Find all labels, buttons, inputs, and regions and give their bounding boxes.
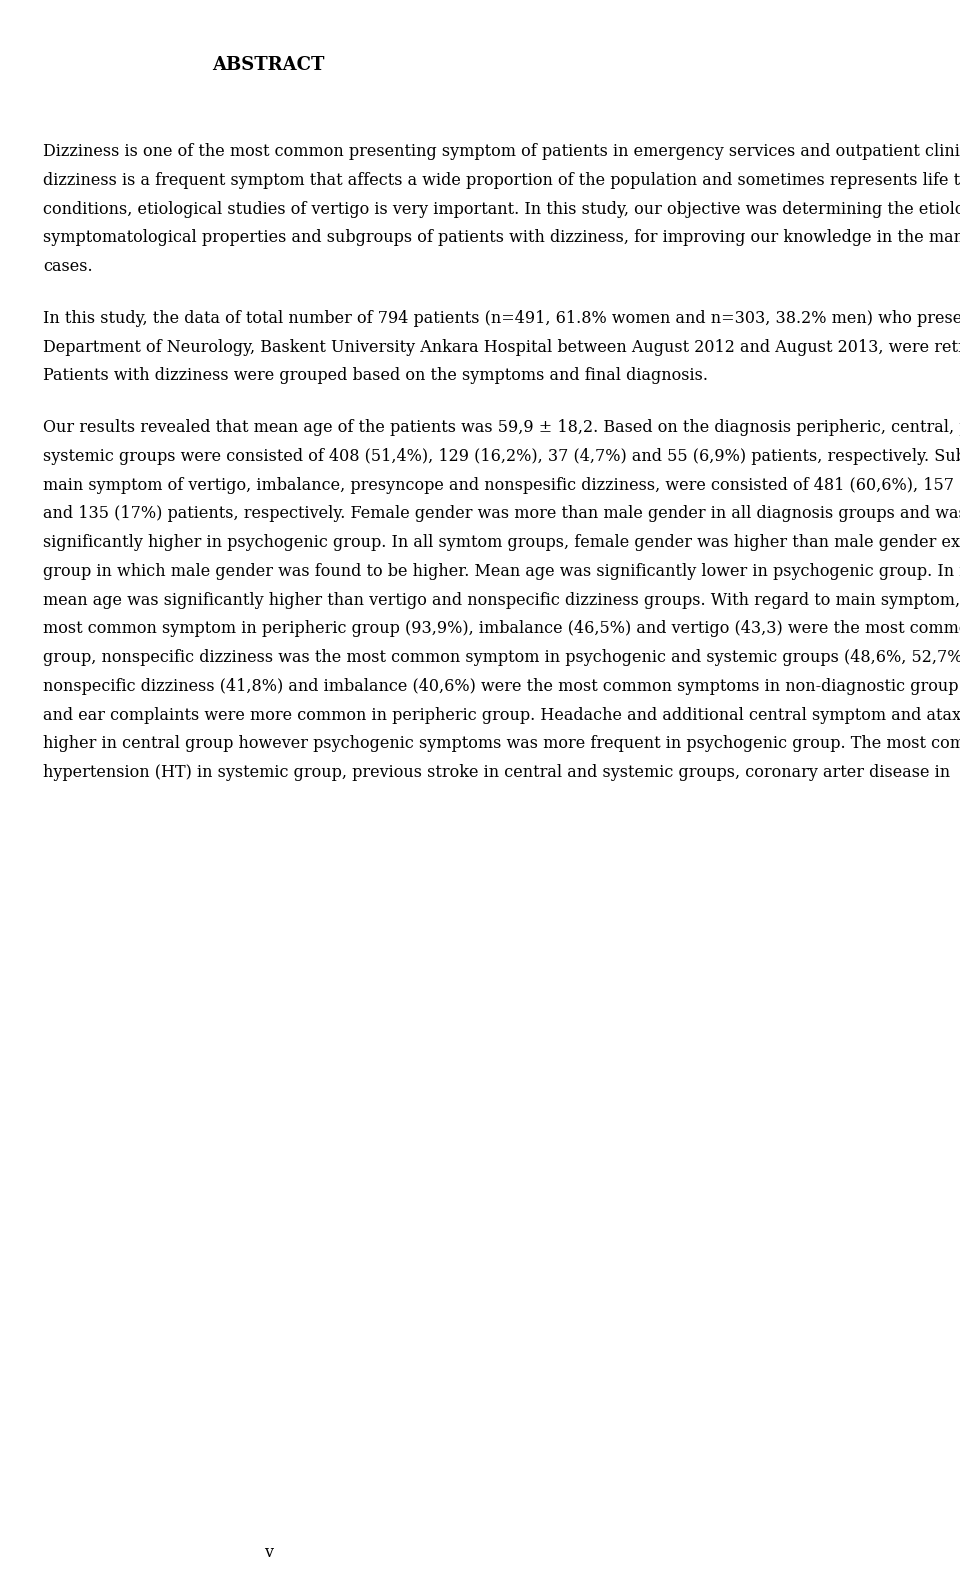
Text: group in which male gender was found to be higher. Mean age was significantly lo: group in which male gender was found to … xyxy=(43,563,960,580)
Text: dizziness is a frequent symptom that affects a wide proportion of the population: dizziness is a frequent symptom that aff… xyxy=(43,172,960,189)
Text: significantly higher in psychogenic group. In all symtom groups, female gender w: significantly higher in psychogenic grou… xyxy=(43,534,960,552)
Text: Dizziness is one of the most common presenting symptom of patients in emergency : Dizziness is one of the most common pres… xyxy=(43,143,960,161)
Text: cases.: cases. xyxy=(43,258,92,275)
Text: most common symptom in peripheric group (93,9%), imbalance (46,5%) and vertigo (: most common symptom in peripheric group … xyxy=(43,620,960,638)
Text: hypertension (HT) in systemic group, previous stroke in central and systemic gro: hypertension (HT) in systemic group, pre… xyxy=(43,765,950,781)
Text: and 135 (17%) patients, respectively. Female gender was more than male gender in: and 135 (17%) patients, respectively. Fe… xyxy=(43,506,960,523)
Text: mean age was significantly higher than vertigo and nonspecific dizziness groups.: mean age was significantly higher than v… xyxy=(43,591,960,609)
Text: Patients with dizziness were grouped based on the symptoms and final diagnosis.: Patients with dizziness were grouped bas… xyxy=(43,367,708,385)
Text: group, nonspecific dizziness was the most common symptom in psychogenic and syst: group, nonspecific dizziness was the mos… xyxy=(43,649,960,666)
Text: conditions, etiological studies of vertigo is very important. In this study, our: conditions, etiological studies of verti… xyxy=(43,200,960,218)
Text: symptomatological properties and subgroups of patients with dizziness, for impro: symptomatological properties and subgrou… xyxy=(43,229,960,246)
Text: and ear complaints were more common in peripheric group. Headache and additional: and ear complaints were more common in p… xyxy=(43,706,960,723)
Text: Department of Neurology, Baskent University Ankara Hospital between August 2012 : Department of Neurology, Baskent Univers… xyxy=(43,339,960,356)
Text: main symptom of vertigo, imbalance, presyncope and nonspesific dizziness, were c: main symptom of vertigo, imbalance, pres… xyxy=(43,477,960,493)
Text: v: v xyxy=(264,1544,274,1561)
Text: systemic groups were consisted of 408 (51,4%), 129 (16,2%), 37 (4,7%) and 55 (6,: systemic groups were consisted of 408 (5… xyxy=(43,448,960,464)
Text: higher in central group however psychogenic symptoms was more frequent in psycho: higher in central group however psychoge… xyxy=(43,735,960,752)
Text: In this study, the data of total number of 794 patients (n=491, 61.8% women and : In this study, the data of total number … xyxy=(43,310,960,328)
Text: nonspecific dizziness (41,8%) and imbalance (40,6%) were the most common symptom: nonspecific dizziness (41,8%) and imbala… xyxy=(43,677,960,695)
Text: Our results revealed that mean age of the patients was 59,9 ± 18,2. Based on the: Our results revealed that mean age of th… xyxy=(43,420,960,436)
Text: ABSTRACT: ABSTRACT xyxy=(212,56,324,73)
